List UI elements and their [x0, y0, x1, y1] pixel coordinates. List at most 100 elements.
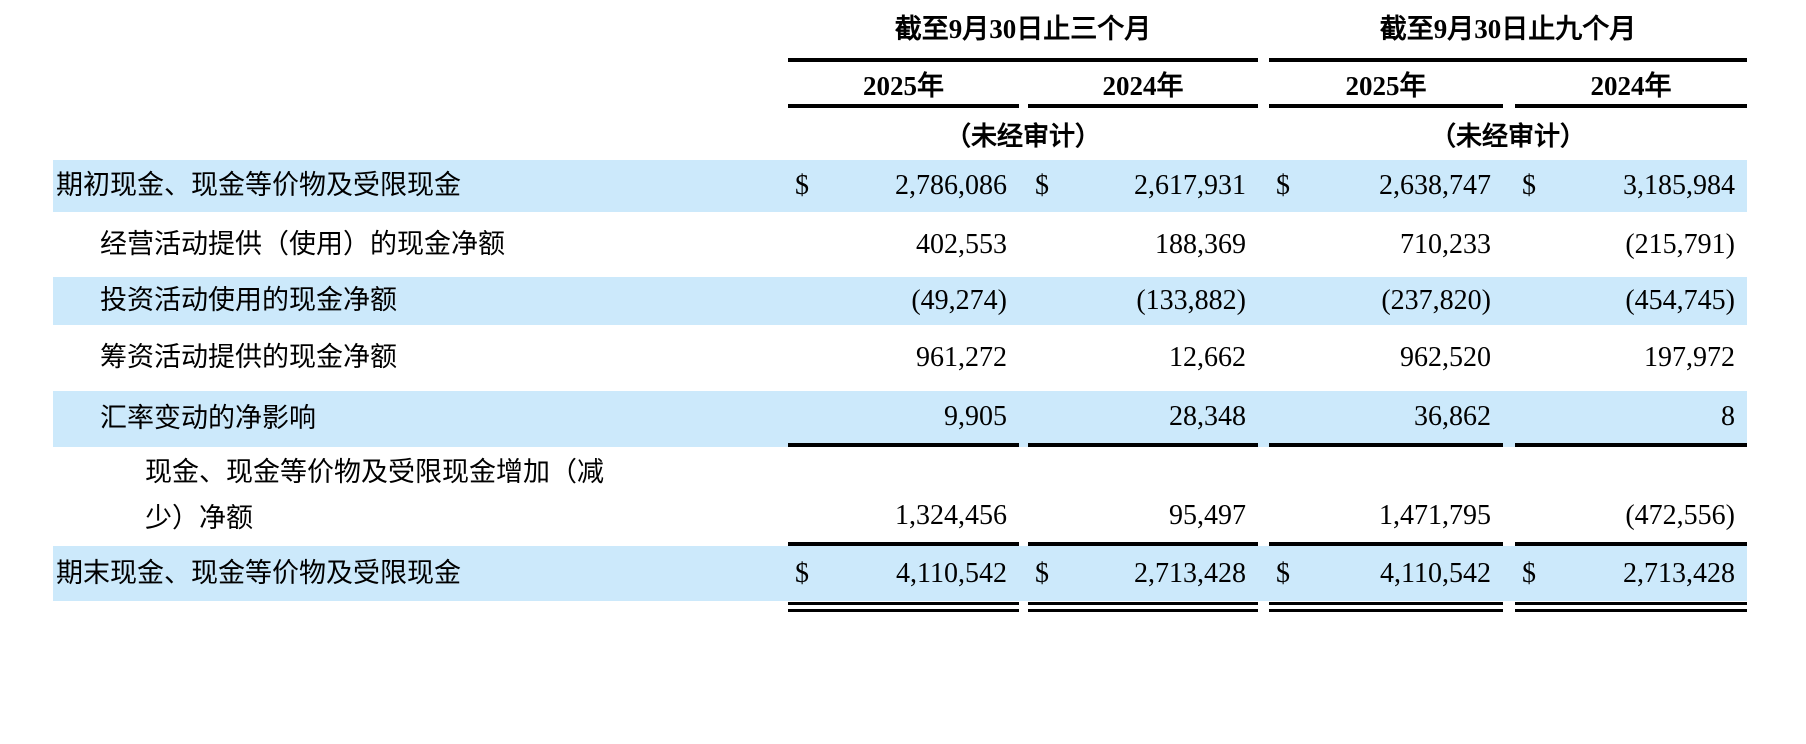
amount-cell: (215,791) [1515, 212, 1747, 277]
table-row-net-increase-decrease: 现金、现金等价物及受限现金增加（减少）净额 1,324,456 95,497 1… [53, 447, 1747, 546]
amount-cell: $2,638,747 [1269, 160, 1503, 212]
row-label: 期末现金、现金等价物及受限现金 [56, 557, 461, 588]
amount-value: 188,369 [1155, 228, 1246, 260]
amount-value: 9,905 [944, 401, 1007, 432]
amount-value: 2,638,747 [1379, 170, 1491, 201]
amount-value: 1,324,456 [895, 500, 1007, 531]
double-rule-row [53, 601, 1747, 615]
period-group-three-months: 截至9月30日止三个月 [788, 0, 1258, 62]
column-gap [1019, 62, 1028, 108]
table-row-beginning-cash: 期初现金、现金等价物及受限现金 $2,786,086 $2,617,931 $2… [53, 160, 1747, 212]
amount-value: 2,713,428 [1623, 557, 1735, 589]
amount-cell: 402,553 [788, 212, 1019, 277]
amount-cell: $4,110,542 [1269, 546, 1503, 601]
amount-cell: $2,617,931 [1028, 160, 1258, 212]
year-header-ytd-2024: 2024年 [1515, 62, 1747, 108]
amount-value: (133,882) [1136, 285, 1246, 316]
column-gap [1258, 602, 1269, 615]
currency-symbol: $ [1276, 170, 1290, 201]
amount-cell: (472,556) [1515, 447, 1747, 546]
amount-cell: (49,274) [788, 277, 1019, 325]
amount-value: 3,185,984 [1623, 170, 1735, 201]
table-row-investing-activities: 投资活动使用的现金净额 (49,274) (133,882) (237,820)… [53, 277, 1747, 325]
row-label: 投资活动使用的现金净额 [100, 285, 397, 316]
amount-value: 36,862 [1414, 401, 1491, 432]
amount-value: 4,110,542 [1380, 557, 1491, 589]
amount-value: (49,274) [911, 285, 1007, 316]
currency-symbol: $ [795, 170, 809, 201]
amount-value: 1,471,795 [1379, 500, 1491, 531]
amount-cell: $2,713,428 [1515, 546, 1747, 601]
amount-cell: (133,882) [1028, 277, 1258, 325]
column-gap [1258, 62, 1269, 108]
amount-value: 8 [1721, 401, 1735, 432]
amount-cell: 962,520 [1269, 325, 1503, 391]
amount-cell: 188,369 [1028, 212, 1258, 277]
header-spacer [53, 108, 788, 160]
amount-cell: 12,662 [1028, 325, 1258, 391]
row-label: 期初现金、现金等价物及受限现金 [56, 170, 461, 201]
amount-value: (472,556) [1625, 500, 1735, 531]
rule-spacer [53, 602, 788, 615]
header-spacer [53, 0, 788, 62]
amount-value: 961,272 [916, 342, 1007, 373]
period-header-row: 截至9月30日止三个月 截至9月30日止九个月 [53, 0, 1747, 62]
amount-value: (454,745) [1625, 285, 1735, 316]
table-row-exchange-rate-effect: 汇率变动的净影响 9,905 28,348 36,862 8 [53, 391, 1747, 447]
currency-symbol: $ [1522, 170, 1536, 201]
double-rule-segment [1269, 602, 1503, 615]
currency-symbol: $ [1276, 557, 1290, 589]
amount-value: 402,553 [916, 228, 1007, 260]
header-spacer [53, 62, 788, 108]
year-header-q3-2024: 2024年 [1028, 62, 1258, 108]
group-gap [1258, 0, 1269, 62]
year-header-q3-2025: 2025年 [788, 62, 1019, 108]
column-gap [1019, 602, 1028, 615]
amount-cell: $2,786,086 [788, 160, 1019, 212]
year-header-ytd-2025: 2025年 [1269, 62, 1503, 108]
amount-cell: (454,745) [1515, 277, 1747, 325]
table-row-ending-cash: 期末现金、现金等价物及受限现金 $4,110,542 $2,713,428 $4… [53, 546, 1747, 601]
amount-value: 4,110,542 [896, 557, 1007, 589]
amount-value: 28,348 [1169, 401, 1246, 432]
amount-cell: $4,110,542 [788, 546, 1019, 601]
column-gap [1503, 602, 1515, 615]
currency-symbol: $ [1035, 557, 1049, 589]
currency-symbol: $ [1522, 557, 1536, 589]
amount-value: 95,497 [1169, 500, 1246, 531]
amount-value: 2,713,428 [1134, 557, 1246, 589]
amount-value: 197,972 [1644, 342, 1735, 373]
amount-value: (237,820) [1381, 285, 1491, 316]
amount-cell: 710,233 [1269, 212, 1503, 277]
row-label: 现金、现金等价物及受限现金增加（减少）净额 [145, 457, 604, 534]
column-gap [1503, 62, 1515, 108]
year-header-row: 2025年 2024年 2025年 2024年 [53, 62, 1747, 108]
unaudited-note: （未经审计） [944, 121, 1101, 151]
amount-cell: 8 [1515, 391, 1747, 447]
cash-flow-summary-table: 截至9月30日止三个月 截至9月30日止九个月 2025年 2024年 2025… [53, 0, 1747, 615]
amount-value: 12,662 [1169, 342, 1246, 373]
amount-cell: $2,713,428 [1028, 546, 1258, 601]
table-row-operating-activities: 经营活动提供（使用）的现金净额 402,553 188,369 710,233 … [53, 212, 1747, 277]
group-gap [1258, 108, 1269, 160]
amount-value: 962,520 [1400, 342, 1491, 373]
currency-symbol: $ [1035, 170, 1049, 201]
amount-value: 2,786,086 [895, 170, 1007, 201]
period-group-nine-months: 截至9月30日止九个月 [1269, 0, 1747, 62]
amount-cell: 36,862 [1269, 391, 1503, 447]
amount-value: 710,233 [1400, 228, 1491, 260]
amount-cell: 197,972 [1515, 325, 1747, 391]
amount-cell: 1,324,456 [788, 447, 1019, 546]
double-rule-segment [1028, 602, 1258, 615]
amount-cell: 1,471,795 [1269, 447, 1503, 546]
currency-symbol: $ [795, 557, 809, 589]
amount-cell: 961,272 [788, 325, 1019, 391]
amount-value: 2,617,931 [1134, 170, 1246, 201]
double-rule-segment [788, 602, 1019, 615]
unaudited-note: （未经审计） [1429, 121, 1586, 151]
row-label: 筹资活动提供的现金净额 [100, 342, 397, 373]
amount-cell: 9,905 [788, 391, 1019, 447]
amount-value: (215,791) [1625, 228, 1735, 260]
amount-cell: 95,497 [1028, 447, 1258, 546]
